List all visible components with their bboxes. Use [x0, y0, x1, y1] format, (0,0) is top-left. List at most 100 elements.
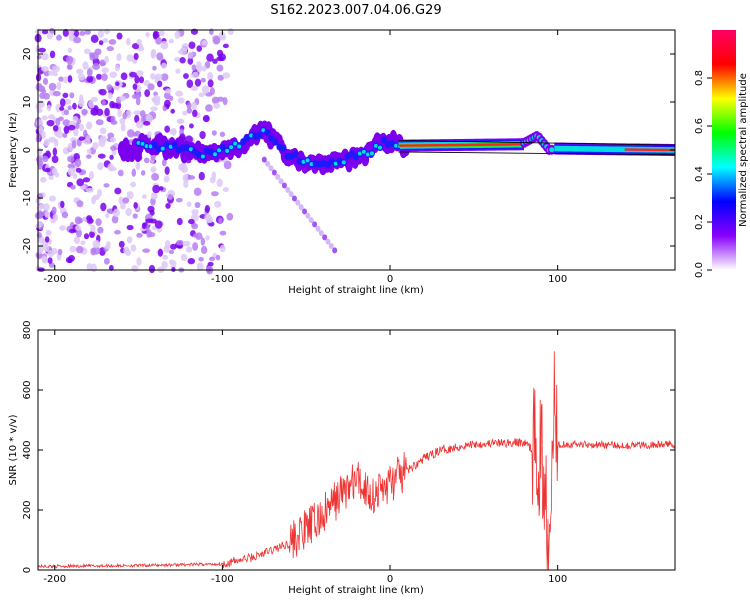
noise-speckle	[163, 175, 170, 183]
noise-speckle	[36, 204, 43, 211]
noise-speckle	[36, 147, 43, 156]
noise-speckle	[205, 235, 210, 241]
noise-speckle	[43, 138, 50, 147]
ridge-peak	[341, 160, 346, 165]
noise-speckle	[74, 216, 82, 225]
noise-speckle	[206, 216, 214, 224]
noise-speckle	[176, 239, 184, 246]
noise-speckle	[145, 218, 154, 223]
noise-speckle	[109, 137, 116, 143]
ridge-peak	[148, 144, 153, 149]
noise-speckle	[186, 201, 192, 207]
noise-speckle	[130, 244, 137, 252]
noise-speckle	[216, 178, 223, 188]
noise-speckle	[201, 40, 209, 46]
noise-speckle	[135, 70, 144, 77]
noise-speckle	[295, 199, 301, 206]
noise-speckle	[187, 57, 194, 65]
noise-speckle	[143, 157, 150, 164]
noise-speckle	[126, 236, 133, 244]
ridge-peak	[373, 143, 378, 148]
noise-speckle	[167, 194, 173, 201]
noise-speckle	[191, 223, 199, 230]
noise-speckle	[144, 89, 151, 98]
noise-speckle	[216, 56, 224, 62]
noise-speckle	[104, 244, 111, 250]
noise-speckle	[85, 187, 94, 193]
ridge-peak	[365, 152, 370, 157]
noise-speckle	[99, 127, 107, 135]
noise-speckle	[97, 153, 106, 159]
noise-speckle	[76, 228, 82, 238]
noise-speckle	[189, 123, 194, 129]
noise-speckle	[312, 221, 318, 228]
noise-speckle	[90, 247, 97, 256]
snr-y-tick-label: 0	[22, 567, 33, 573]
noise-speckle	[170, 243, 177, 250]
noise-speckle	[168, 95, 174, 101]
noise-speckle	[164, 125, 171, 133]
noise-speckle	[143, 121, 151, 126]
noise-speckle	[177, 97, 185, 104]
noise-speckle	[219, 131, 226, 138]
noise-speckle	[136, 232, 143, 238]
noise-speckle	[51, 155, 59, 164]
ridge-band-red	[624, 148, 675, 152]
noise-speckle	[177, 49, 184, 55]
noise-speckle	[140, 170, 146, 176]
noise-speckle	[70, 184, 76, 190]
noise-speckle	[132, 83, 138, 90]
noise-speckle	[67, 167, 76, 177]
noise-speckle	[155, 36, 162, 45]
noise-speckle	[56, 81, 62, 91]
noise-speckle	[113, 208, 120, 218]
noise-speckle	[161, 62, 167, 69]
noise-speckle	[67, 64, 73, 70]
noise-speckle	[179, 57, 186, 64]
noise-speckle	[54, 171, 60, 178]
noise-speckle	[141, 222, 147, 230]
noise-speckle	[194, 78, 202, 87]
noise-speckle	[114, 64, 121, 72]
noise-speckle	[116, 53, 122, 62]
noise-speckle	[129, 71, 137, 78]
ridge-core	[256, 132, 263, 140]
ridge-peak	[237, 144, 242, 149]
noise-speckle	[104, 28, 111, 35]
noise-speckle	[209, 28, 214, 36]
noise-speckle	[175, 90, 184, 97]
noise-speckle	[138, 76, 145, 84]
noise-speckle	[133, 52, 139, 61]
noise-speckle	[83, 48, 91, 55]
noise-speckle	[67, 47, 73, 53]
noise-speckle	[147, 205, 155, 213]
noise-speckle	[204, 204, 210, 213]
noise-speckle	[291, 195, 297, 202]
ridge-peak	[188, 147, 193, 152]
ridge-peak	[140, 141, 145, 146]
noise-speckle	[88, 171, 95, 180]
spectrogram-x-tick-label: 0	[387, 274, 393, 285]
noise-speckle	[91, 196, 96, 205]
noise-speckle	[116, 32, 123, 40]
spectrogram-x-tick-label: 100	[548, 274, 567, 285]
noise-speckle	[142, 248, 151, 253]
noise-speckle	[71, 139, 77, 149]
noise-speckle	[118, 196, 124, 205]
noise-speckle	[41, 52, 49, 61]
noise-speckle	[86, 68, 93, 77]
ridge-peak	[361, 149, 366, 154]
noise-speckle	[77, 73, 86, 81]
noise-speckle	[95, 119, 104, 126]
noise-speckle	[48, 82, 57, 91]
snr-x-tick-label: -100	[211, 574, 234, 585]
noise-speckle	[72, 115, 79, 122]
ridge-peak	[168, 144, 173, 149]
noise-speckle	[202, 114, 210, 123]
snr-x-tick-label: 100	[548, 574, 567, 585]
ridge-core	[151, 141, 158, 149]
noise-speckle	[157, 248, 163, 257]
noise-speckle	[191, 209, 199, 215]
noise-speckle	[108, 264, 114, 271]
